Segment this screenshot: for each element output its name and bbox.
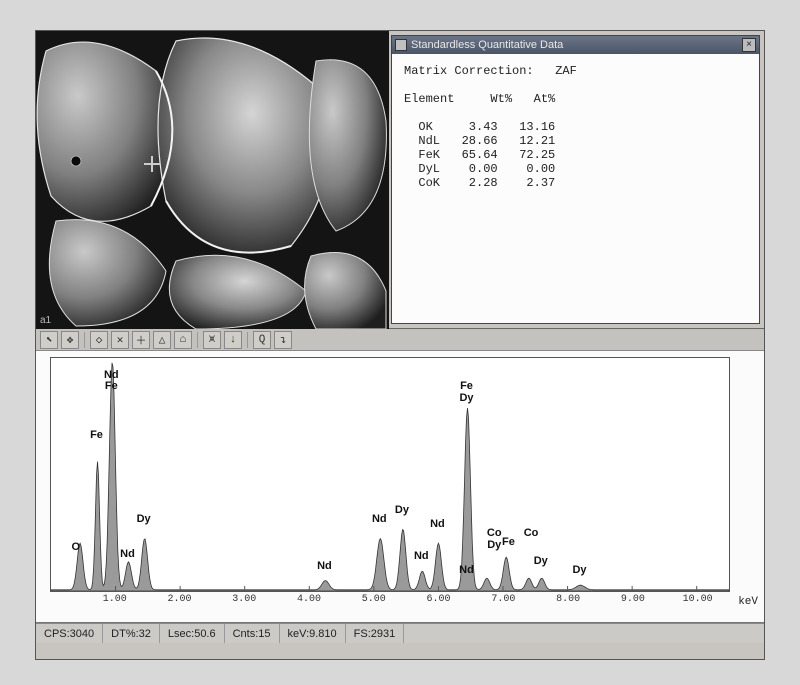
x-tick: 3.00: [232, 594, 256, 605]
peak-label: Co: [524, 528, 539, 540]
zoom-icon[interactable]: Q: [253, 331, 271, 349]
toolbar-separator: [84, 332, 85, 348]
x-axis: 1.00 2.00 3.00 4.00 5.00 6.00 7.00 8.00 9.00 10.0…: [50, 594, 730, 608]
peak-label: Fe: [90, 430, 103, 442]
quant-data-window: Standardless Quantitative Data × Matrix …: [391, 35, 760, 324]
peak-label: Nd Fe: [104, 370, 119, 393]
x-tick: 6.00: [427, 594, 451, 605]
status-cps: CPS:3040: [36, 624, 103, 643]
x-tick: 2.00: [168, 594, 192, 605]
peak-label: Dy: [137, 514, 151, 526]
sem-corner-label: a1: [40, 315, 51, 326]
x-tick: 8.00: [556, 594, 580, 605]
peak-label: Fe Dy: [459, 381, 473, 404]
peak-label: Nd: [317, 561, 332, 573]
pointer-icon[interactable]: ⬉: [40, 331, 58, 349]
peak-label: Dy: [395, 505, 409, 517]
toolbar-separator: [247, 332, 248, 348]
peak-label: Nd: [430, 519, 445, 531]
x-tick: 4.00: [297, 594, 321, 605]
close-button[interactable]: ×: [742, 38, 756, 52]
sem-svg: [36, 31, 389, 329]
window-title: Standardless Quantitative Data: [411, 39, 742, 51]
x-axis-unit: keV: [738, 596, 758, 608]
x-tick: 10.00: [683, 594, 713, 605]
peak-label: Nd: [414, 551, 429, 563]
x-tick: 1.00: [103, 594, 127, 605]
home-icon[interactable]: ⌂: [174, 331, 192, 349]
x-icon[interactable]: ✕: [111, 331, 129, 349]
status-dt: DT%:32: [103, 624, 160, 643]
peak-label: Nd: [120, 549, 135, 561]
peak-label: Fe: [502, 537, 515, 549]
plus-icon[interactable]: ＋: [132, 331, 150, 349]
app-frame: a1 Standardless Quantitative Data × Matr…: [35, 30, 765, 660]
peak-label: Dy: [534, 556, 548, 568]
diamond-icon[interactable]: ◇: [90, 331, 108, 349]
up-icon[interactable]: △: [153, 331, 171, 349]
peak-label: Co Dy: [487, 528, 502, 551]
status-cnts: Cnts:15: [225, 624, 280, 643]
peak-label: Dy: [572, 565, 586, 577]
status-bar: CPS:3040DT%:32Lsec:50.6Cnts:15keV:9.810F…: [36, 623, 764, 643]
spectrum-panel: 1.00 2.00 3.00 4.00 5.00 6.00 7.00 8.00 9.00 10.0…: [36, 351, 764, 623]
status-fs: FS:2931: [346, 624, 405, 643]
status-kev: keV:9.810: [280, 624, 346, 643]
hand-icon[interactable]: ✥: [61, 331, 79, 349]
toolbar-separator: [197, 332, 198, 348]
status-lsec: Lsec:50.6: [160, 624, 225, 643]
down-icon[interactable]: ↓: [224, 331, 242, 349]
window-icon: [395, 39, 407, 51]
chev-icon[interactable]: ↴: [274, 331, 292, 349]
x-tick: 7.00: [491, 594, 515, 605]
peaks-icon[interactable]: ⩙: [203, 331, 221, 349]
sem-image[interactable]: a1: [36, 31, 389, 329]
peak-label: Nd: [372, 514, 387, 526]
x-tick: 5.00: [362, 594, 386, 605]
toolbar: ⬉✥ ◇✕＋△⌂ ⩙↓ Q↴: [36, 329, 764, 351]
spectrum-plot[interactable]: [50, 357, 730, 592]
upper-panel: a1 Standardless Quantitative Data × Matr…: [36, 31, 764, 329]
x-tick: 9.00: [621, 594, 645, 605]
peak-label: O: [72, 542, 81, 554]
quant-data-body: Matrix Correction: ZAF Element Wt% At% O…: [392, 54, 759, 323]
window-titlebar[interactable]: Standardless Quantitative Data ×: [392, 36, 759, 54]
crosshair-icon: [144, 156, 160, 172]
peak-label: Nd: [459, 565, 474, 577]
